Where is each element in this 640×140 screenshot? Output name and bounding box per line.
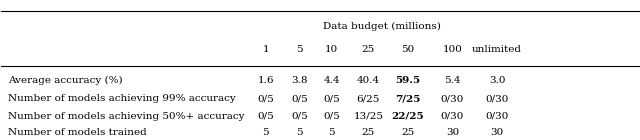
Text: 0/30: 0/30	[441, 112, 464, 121]
Text: 4.4: 4.4	[323, 76, 340, 85]
Text: Number of models trained: Number of models trained	[8, 128, 147, 137]
Text: 5: 5	[328, 128, 335, 137]
Text: 0/5: 0/5	[257, 94, 274, 103]
Text: 0/5: 0/5	[257, 112, 274, 121]
Text: 30: 30	[490, 128, 504, 137]
Text: 40.4: 40.4	[357, 76, 380, 85]
Text: 7/25: 7/25	[396, 94, 420, 103]
Text: 0/30: 0/30	[486, 94, 509, 103]
Text: 0/5: 0/5	[323, 112, 340, 121]
Text: 22/25: 22/25	[392, 112, 424, 121]
Text: 50: 50	[401, 45, 415, 54]
Text: Average accuracy (%): Average accuracy (%)	[8, 76, 122, 85]
Text: 100: 100	[443, 45, 463, 54]
Text: unlimited: unlimited	[472, 45, 522, 54]
Text: 0/30: 0/30	[441, 94, 464, 103]
Text: 25: 25	[401, 128, 415, 137]
Text: 0/5: 0/5	[291, 112, 308, 121]
Text: 5: 5	[262, 128, 269, 137]
Text: 6/25: 6/25	[356, 94, 380, 103]
Text: 25: 25	[362, 128, 375, 137]
Text: 0/30: 0/30	[486, 112, 509, 121]
Text: 30: 30	[446, 128, 459, 137]
Text: 5: 5	[296, 128, 303, 137]
Text: 5.4: 5.4	[444, 76, 461, 85]
Text: 1.6: 1.6	[257, 76, 274, 85]
Text: 3.0: 3.0	[489, 76, 506, 85]
Text: 59.5: 59.5	[396, 76, 420, 85]
Text: 3.8: 3.8	[291, 76, 308, 85]
Text: Data budget (millions): Data budget (millions)	[323, 22, 440, 31]
Text: Number of models achieving 50%+ accuracy: Number of models achieving 50%+ accuracy	[8, 112, 244, 121]
Text: 0/5: 0/5	[323, 94, 340, 103]
Text: 0/5: 0/5	[291, 94, 308, 103]
Text: 13/25: 13/25	[353, 112, 383, 121]
Text: 25: 25	[362, 45, 375, 54]
Text: Number of models achieving 99% accuracy: Number of models achieving 99% accuracy	[8, 94, 236, 103]
Text: 10: 10	[325, 45, 338, 54]
Text: 5: 5	[296, 45, 303, 54]
Text: 1: 1	[262, 45, 269, 54]
